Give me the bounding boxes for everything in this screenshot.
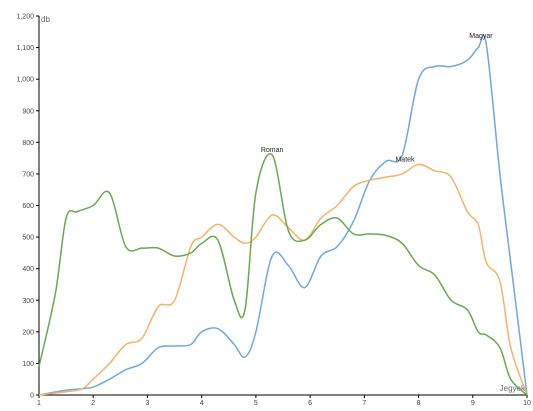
- series-layer: [38, 34, 528, 396]
- y-tick-label: 1,000: [16, 77, 34, 84]
- y-tick-label: 700: [22, 171, 34, 178]
- x-tick-label: 4: [200, 400, 204, 406]
- y-tick-label: 500: [22, 235, 34, 242]
- y-tick-label: 600: [22, 203, 34, 210]
- y-tick-label: 0: [30, 393, 34, 400]
- x-tick-label: 7: [362, 400, 366, 406]
- x-tick-label: 1: [37, 400, 41, 406]
- series-label-magyar: Magyar: [469, 33, 493, 40]
- y-tick-label: 300: [22, 298, 34, 305]
- y-tick-label: 1,100: [16, 45, 34, 52]
- y-tick-label: 800: [22, 140, 34, 147]
- series-line-matek: [38, 163, 528, 396]
- y-tick-label: 400: [22, 266, 34, 273]
- y-tick-label: 1,200: [16, 14, 34, 21]
- series-label-matek: Matek: [395, 156, 415, 163]
- x-axis-title: Jegyek: [500, 384, 526, 393]
- x-tick-label: 8: [417, 400, 421, 406]
- x-tick-label: 2: [91, 400, 95, 406]
- annotation-layer: Magyar Matek Roman: [261, 33, 493, 163]
- axes-layer: 0 100 200 300 400 500 600 700 800 900 1,000 1,100 1,…: [16, 14, 531, 408]
- x-tick-label: 10: [523, 400, 531, 406]
- series-line-magyar: [38, 34, 528, 396]
- y-tick-label: 200: [22, 329, 34, 336]
- x-tick-label: 5: [254, 400, 258, 406]
- x-tick-label: 3: [145, 400, 149, 406]
- y-tick-label: 100: [22, 361, 34, 368]
- series-line-roman: [38, 153, 528, 396]
- y-axis-title: db: [41, 15, 50, 24]
- y-tick-label: 900: [22, 108, 34, 115]
- x-tick-label: 9: [471, 400, 475, 406]
- series-label-roman: Roman: [261, 147, 284, 154]
- y-axis-ticks: 0 100 200 300 400 500 600 700 800 900 1,000 1,100 1,…: [16, 14, 39, 400]
- x-tick-label: 6: [308, 400, 312, 406]
- x-axis-ticks: 1 2 3 4 5 6 7 8 9 10: [37, 395, 531, 407]
